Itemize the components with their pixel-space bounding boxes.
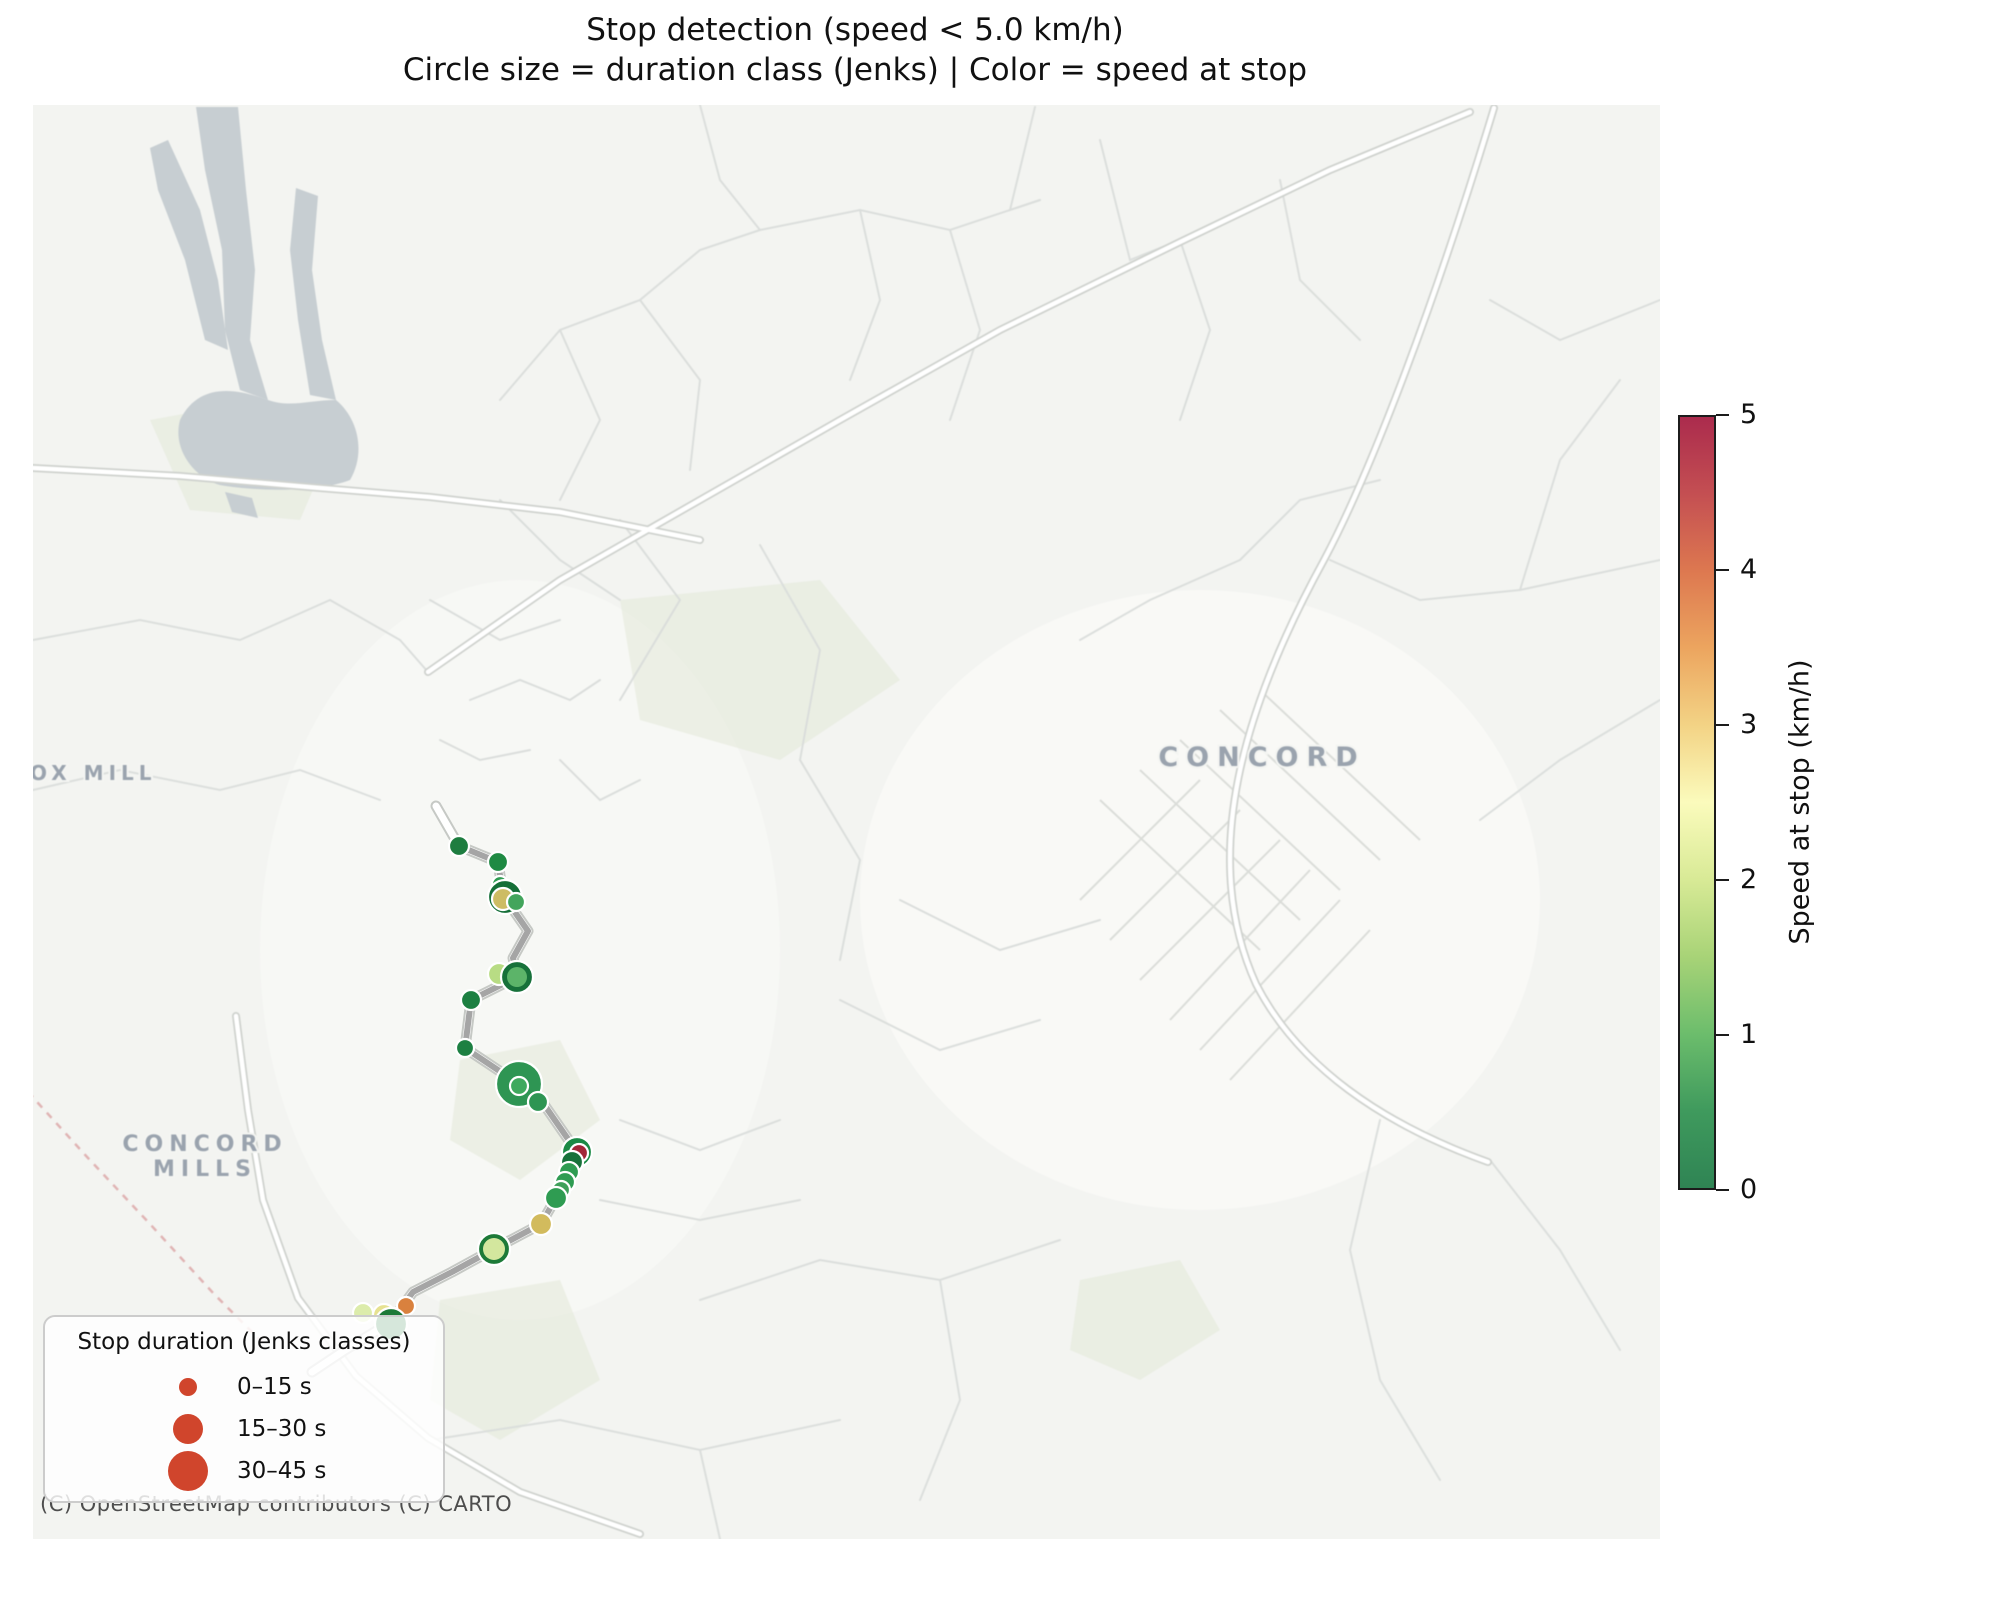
stop-circle	[454, 1037, 476, 1059]
colorbar-tick-label: 4	[1740, 553, 1758, 585]
colorbar-tick	[1716, 879, 1729, 881]
colorbar-axis-label: Speed at stop (km/h)	[1784, 659, 1816, 945]
stop-circle	[447, 834, 471, 858]
stop-circle	[526, 1090, 550, 1114]
colorbar-tick-label: 3	[1740, 708, 1758, 740]
title-line-2: Circle size = duration class (Jenks) | C…	[402, 52, 1308, 88]
stop-circle	[483, 1238, 505, 1260]
colorbar-tick-label: 2	[1740, 863, 1758, 895]
colorbar-tick-label: 0	[1740, 1173, 1758, 1205]
railroad-line	[33, 1095, 269, 1349]
colorbar-tick	[1716, 414, 1729, 416]
legend-item-label: 0–15 s	[237, 1374, 312, 1400]
highways	[33, 105, 1498, 1538]
stop-circle	[543, 1185, 569, 1211]
map-label-concord: CONCORD	[1158, 742, 1365, 773]
stop-circle	[459, 988, 483, 1012]
stop-circle	[528, 1211, 554, 1237]
colorbar-tick	[1716, 1034, 1729, 1036]
urban-area-shading	[860, 590, 1540, 1210]
colorbar-tick	[1716, 1189, 1729, 1191]
figure-title: Stop detection (speed < 5.0 km/h) Circle…	[33, 10, 1677, 90]
legend-item: 30–45 s	[45, 1449, 443, 1493]
legend-dot-medium	[173, 1414, 203, 1444]
lake-shape	[150, 107, 359, 518]
basemap-layer: CONCORD CONCORD MILLS OX MILL	[33, 105, 1660, 1539]
stop-circle	[507, 967, 527, 987]
legend-dot-small	[179, 1378, 197, 1396]
map-svg: CONCORD CONCORD MILLS OX MILL	[33, 105, 1660, 1539]
colorbar-tick-label: 5	[1740, 398, 1758, 430]
legend-item: 0–15 s	[45, 1365, 443, 1409]
map-label-ox-mill: OX MILL	[33, 761, 157, 785]
title-line-1: Stop detection (speed < 5.0 km/h)	[586, 12, 1124, 48]
legend-item-label: 15–30 s	[237, 1416, 327, 1442]
stop-circle	[505, 891, 527, 913]
place-labels: CONCORD CONCORD MILLS OX MILL	[33, 740, 1365, 1184]
legend-title: Stop duration (Jenks classes)	[77, 1329, 411, 1355]
map-label-concord-mills-line1: CONCORD	[122, 1132, 287, 1157]
colorbar	[1678, 415, 1716, 1190]
colorbar-tick	[1716, 724, 1729, 726]
colorbar-tick-label: 1	[1740, 1018, 1758, 1050]
map-label-concord-mills-line2: MILLS	[153, 1157, 257, 1182]
legend-dot-large	[168, 1451, 208, 1491]
stop-circle	[486, 850, 510, 874]
duration-legend: Stop duration (Jenks classes) 0–15 s 15–…	[43, 1315, 445, 1503]
map-canvas: CONCORD CONCORD MILLS OX MILL	[33, 105, 1660, 1539]
city-grid-roads	[1079, 689, 1421, 1081]
legend-item-label: 30–45 s	[237, 1458, 327, 1484]
colorbar-tick	[1716, 569, 1729, 571]
legend-item: 15–30 s	[45, 1407, 443, 1451]
stop-circle	[508, 1075, 530, 1097]
minor-roads	[33, 105, 1660, 1539]
